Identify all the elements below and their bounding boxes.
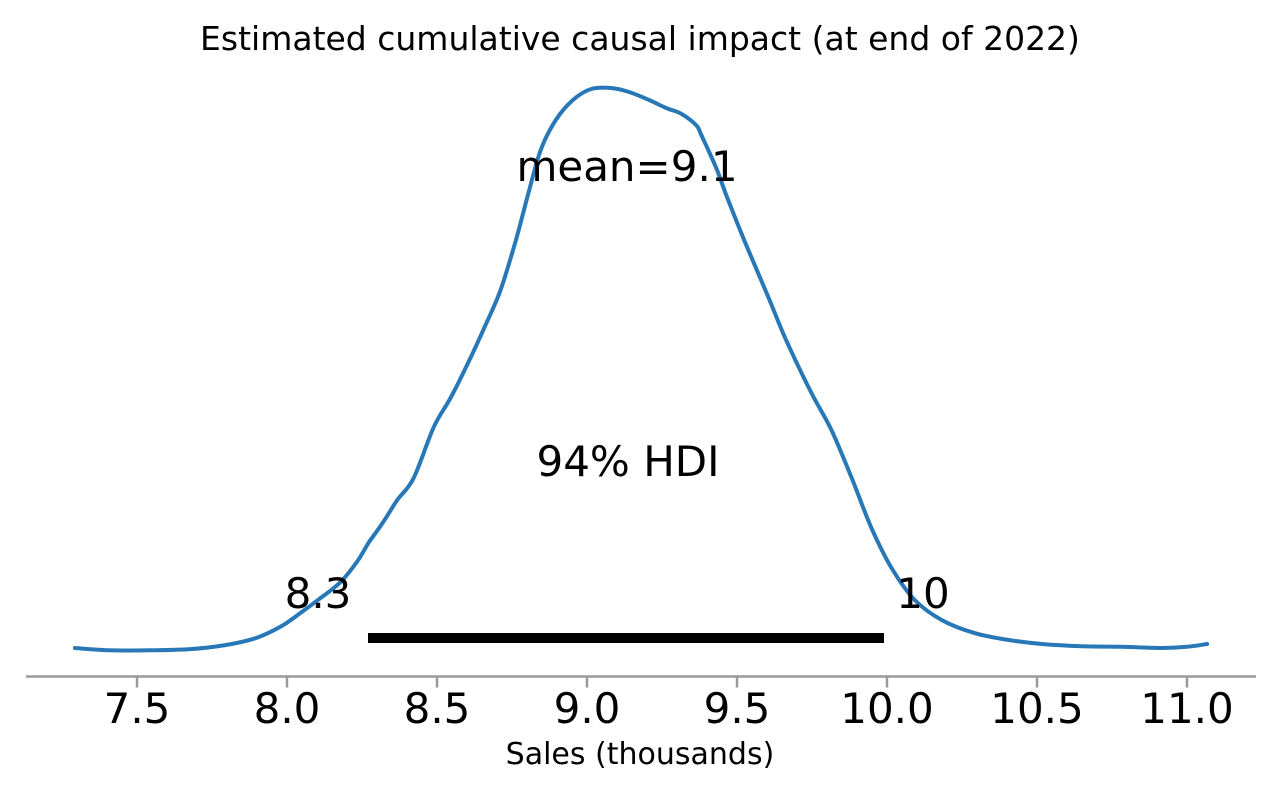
x-axis-label: Sales (thousands): [505, 737, 775, 772]
hdi-upper-bound-label: 10: [896, 569, 950, 618]
x-tick-label: 8.5: [403, 684, 471, 733]
hdi-annotation: 94% HDI: [536, 437, 720, 486]
x-tick-label: 8.0: [253, 684, 321, 733]
x-tick-label: 10.0: [840, 684, 934, 733]
chart-title: Estimated cumulative causal impact (at e…: [200, 19, 1080, 58]
x-axis-ticks: [135, 676, 1189, 688]
x-tick-label: 9.5: [703, 684, 771, 733]
density-curve: [72, 85, 1210, 653]
x-tick-label: 7.5: [103, 684, 171, 733]
x-tick-label: 9.0: [553, 684, 621, 733]
mean-annotation: mean=9.1: [516, 142, 738, 191]
x-tick-label: 11.0: [1140, 684, 1234, 733]
hdi-lower-bound-label: 8.3: [284, 569, 352, 618]
x-tick-label: 10.5: [990, 684, 1084, 733]
